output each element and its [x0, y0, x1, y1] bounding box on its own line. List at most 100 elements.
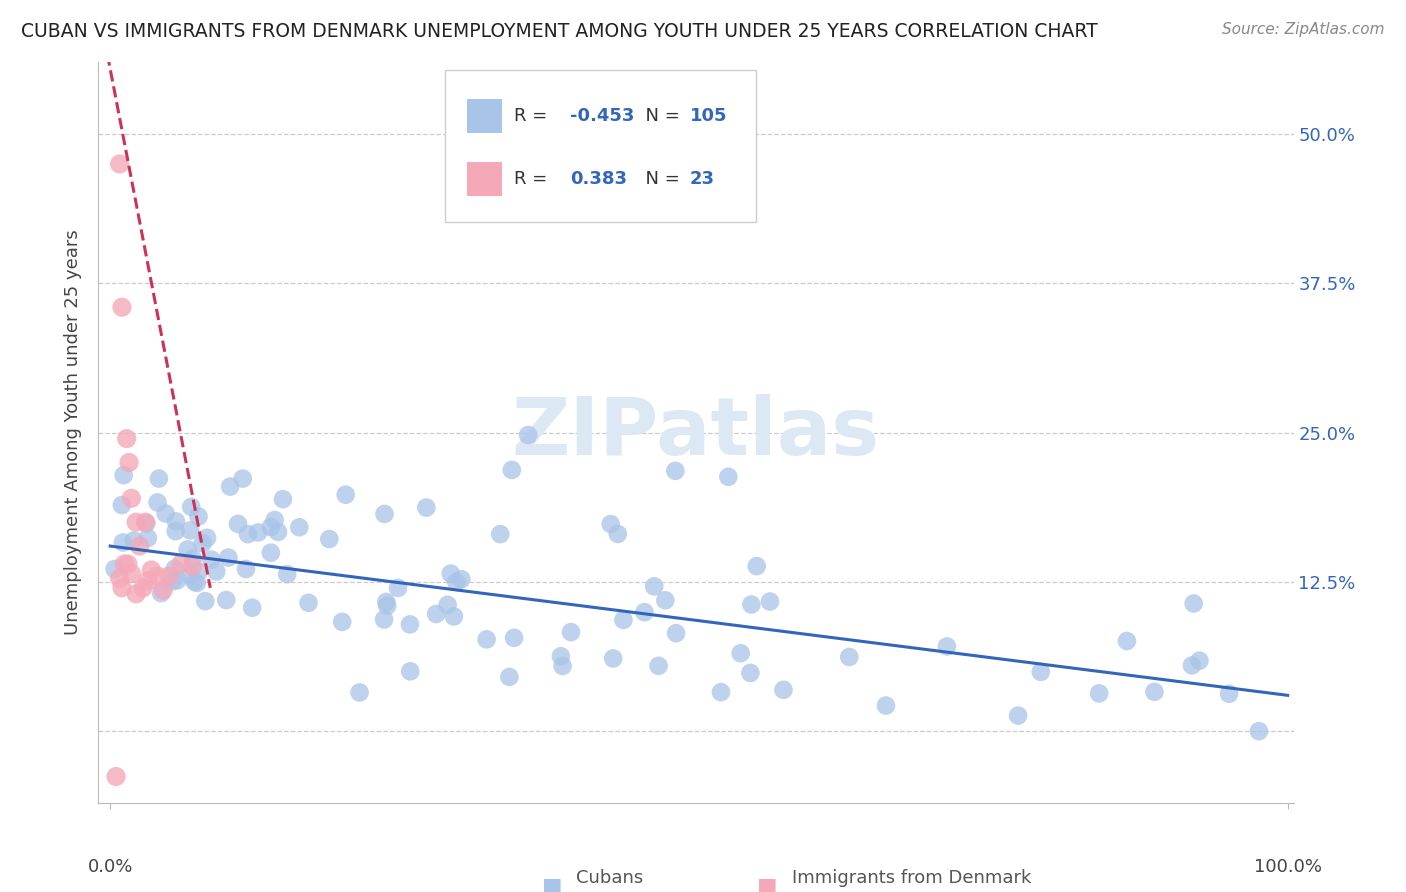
Point [135, 516, 157, 531]
Point [730, 646, 752, 660]
Point [166, 574, 188, 588]
Point [1143, 685, 1166, 699]
Point [179, 524, 201, 538]
Point [475, 632, 498, 647]
Text: 23: 23 [690, 170, 716, 188]
Point [745, 559, 768, 574]
Point [191, 536, 214, 550]
Point [443, 609, 465, 624]
Text: 100.0%: 100.0% [1254, 858, 1322, 876]
Point [181, 559, 204, 574]
Point [260, 546, 283, 560]
Point [387, 581, 409, 595]
Point [111, 498, 134, 512]
Point [146, 569, 169, 583]
Point [517, 428, 540, 442]
Point [219, 480, 242, 494]
Point [740, 598, 762, 612]
Text: ▪: ▪ [756, 870, 779, 892]
Point [165, 524, 187, 538]
Point [335, 488, 357, 502]
Point [612, 613, 634, 627]
Point [226, 516, 249, 531]
Text: 105: 105 [690, 107, 727, 125]
Point [1182, 597, 1205, 611]
Point [399, 665, 422, 679]
Point [772, 682, 794, 697]
Point [740, 665, 762, 680]
Point [717, 470, 740, 484]
Point [1247, 724, 1270, 739]
Point [134, 515, 156, 529]
Point [1088, 686, 1111, 700]
Text: ZIPatlas: ZIPatlas [512, 393, 880, 472]
Point [136, 531, 159, 545]
Point [647, 658, 669, 673]
Text: Source: ZipAtlas.com: Source: ZipAtlas.com [1222, 22, 1385, 37]
Point [155, 507, 177, 521]
Point [875, 698, 897, 713]
Point [450, 572, 472, 586]
Point [551, 659, 574, 673]
Point [157, 569, 180, 583]
Point [247, 525, 270, 540]
Text: R =: R = [515, 107, 554, 125]
Point [599, 516, 621, 531]
Point [200, 552, 222, 566]
Point [105, 770, 128, 784]
Text: 0.383: 0.383 [571, 170, 627, 188]
Point [759, 594, 782, 608]
Text: Immigrants from Denmark: Immigrants from Denmark [792, 870, 1031, 888]
Text: N =: N = [634, 107, 685, 125]
Point [240, 600, 263, 615]
Point [602, 651, 624, 665]
Point [179, 568, 201, 582]
Point [183, 574, 205, 589]
Point [236, 527, 259, 541]
Point [108, 571, 131, 585]
Point [108, 157, 131, 171]
Point [415, 500, 437, 515]
Point [176, 542, 198, 557]
Point [104, 562, 127, 576]
Point [267, 524, 290, 539]
Point [111, 535, 134, 549]
Text: -0.453: -0.453 [571, 107, 636, 125]
FancyBboxPatch shape [467, 99, 502, 133]
Point [146, 495, 169, 509]
Point [643, 579, 665, 593]
Point [501, 463, 523, 477]
Point [136, 574, 159, 588]
Point [330, 615, 353, 629]
Point [260, 520, 283, 534]
Point [664, 464, 686, 478]
Point [654, 593, 676, 607]
Point [165, 515, 187, 529]
Point [187, 509, 209, 524]
Point [633, 605, 655, 619]
Point [838, 649, 860, 664]
Point [1116, 634, 1139, 648]
Point [560, 625, 582, 640]
Point [132, 581, 155, 595]
Point [118, 455, 141, 469]
Point [276, 567, 298, 582]
Point [217, 550, 239, 565]
Point [436, 598, 458, 612]
Point [550, 649, 572, 664]
Point [263, 513, 285, 527]
Point [162, 574, 184, 589]
Point [375, 595, 398, 609]
Point [163, 562, 186, 576]
Point [1181, 658, 1204, 673]
Point [375, 599, 398, 613]
Point [232, 472, 254, 486]
Point [112, 557, 135, 571]
Point [215, 593, 238, 607]
Point [141, 563, 163, 577]
Point [288, 520, 311, 534]
Point [117, 557, 139, 571]
Text: N =: N = [634, 170, 685, 188]
Point [1029, 665, 1052, 679]
Point [425, 607, 447, 621]
